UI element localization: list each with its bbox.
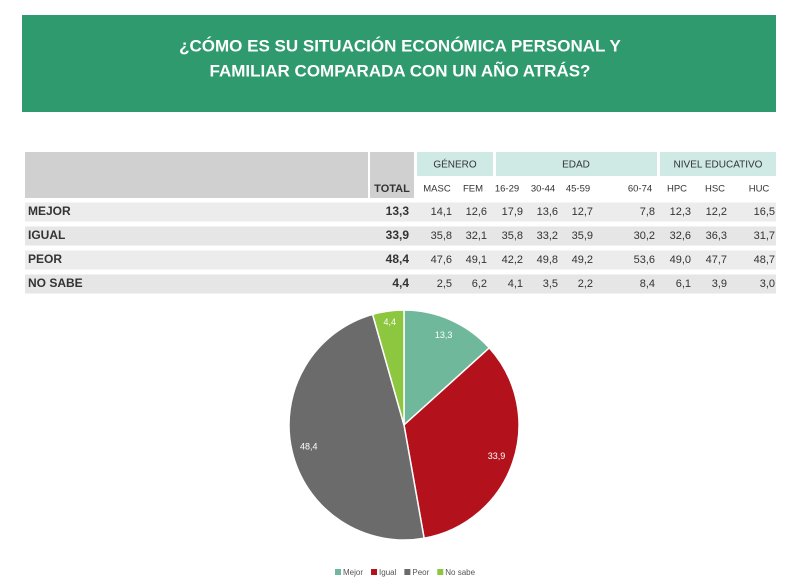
column-header: 30-44 [531, 184, 555, 195]
cell: 49,0 [670, 254, 691, 266]
legend-swatch [404, 569, 411, 575]
cell: 33,9 [386, 228, 410, 242]
group-header-bg [496, 152, 657, 176]
title-line: FAMILIAR COMPARADA CON UN AÑO ATRÁS? [210, 60, 591, 80]
cell: 35,8 [431, 230, 452, 242]
row-bg [25, 226, 776, 246]
cell: 35,8 [502, 230, 523, 242]
cell: 30,2 [634, 230, 655, 242]
cell: 4,1 [508, 278, 523, 290]
group-header: NIVEL EDUCATIVO [674, 160, 763, 171]
cell: 49,8 [537, 254, 558, 266]
cell: 35,9 [572, 230, 593, 242]
cell: 12,3 [670, 206, 691, 218]
data-label: 13,3 [435, 330, 453, 340]
group-header-bg [660, 152, 776, 176]
row-label: IGUAL [28, 228, 65, 242]
cell: 6,1 [676, 278, 691, 290]
cell: 14,1 [431, 206, 452, 218]
cell: 4,4 [392, 276, 409, 290]
group-header-bg [417, 152, 493, 176]
header-band [22, 15, 776, 112]
legend-label: Mejor [343, 568, 363, 577]
cell: 6,2 [472, 278, 487, 290]
cell: 2,5 [437, 278, 452, 290]
cell: 12,6 [466, 206, 487, 218]
legend-label: Igual [379, 568, 397, 577]
cell: 7,8 [640, 206, 655, 218]
cell: 13,6 [537, 206, 558, 218]
row-label: NO SABE [28, 276, 83, 290]
total-header-bg [370, 152, 414, 198]
group-header: GÉNERO [433, 158, 477, 171]
cell: 49,2 [572, 254, 593, 266]
legend-swatch [371, 569, 378, 575]
legend-label: No sabe [445, 568, 475, 577]
cell: 47,7 [706, 254, 727, 266]
cell: 12,7 [572, 206, 593, 218]
pie-slice [288, 313, 425, 541]
cell: 3,9 [712, 278, 727, 290]
cell: 42,2 [502, 254, 523, 266]
cell: 3,5 [543, 278, 558, 290]
data-label: 48,4 [300, 441, 318, 451]
row-bg [25, 274, 776, 294]
pie-slice [403, 346, 520, 540]
cell: 12,2 [706, 206, 727, 218]
column-header: 60-74 [628, 184, 652, 195]
cell: 36,3 [706, 230, 727, 242]
cell: 2,2 [578, 278, 593, 290]
cell: 32,6 [670, 230, 691, 242]
row-bg [25, 202, 776, 222]
legend-label: Peor [412, 568, 429, 577]
pie-slice [371, 309, 405, 426]
data-label: 4,4 [383, 317, 396, 327]
pie-slice [403, 309, 491, 427]
cell: 47,6 [431, 254, 452, 266]
data-label: 33,9 [488, 451, 506, 461]
cell: 53,6 [634, 254, 655, 266]
column-header: HUC [749, 184, 770, 195]
cell: 31,7 [754, 230, 775, 242]
cell: 3,0 [760, 278, 775, 290]
cell: 13,3 [386, 204, 410, 218]
cell: 33,2 [537, 230, 558, 242]
legend-swatch [335, 569, 341, 575]
cell: 8,4 [640, 278, 655, 290]
group-header: EDAD [562, 160, 590, 171]
column-header: FEM [463, 184, 483, 195]
column-header: HPC [667, 184, 687, 195]
cell: 48,7 [754, 254, 775, 266]
column-header: 45-59 [566, 184, 590, 195]
cell: 49,1 [466, 254, 487, 266]
legend-swatch [437, 569, 444, 575]
cell: 16,5 [754, 206, 775, 218]
cell: 48,4 [386, 252, 410, 266]
column-header: TOTAL [374, 183, 410, 195]
row-bg [25, 250, 776, 270]
title-line: ¿CÓMO ES SU SITUACIÓN ECONÓMICA PERSONAL… [179, 36, 621, 55]
column-header: MASC [423, 184, 451, 195]
cell: 17,9 [502, 206, 523, 218]
row-label: MEJOR [28, 204, 71, 218]
row-label: PEOR [28, 252, 62, 266]
column-header: 16-29 [495, 184, 519, 195]
column-header: HSC [705, 184, 725, 195]
table-corner [25, 152, 368, 198]
cell: 32,1 [466, 230, 487, 242]
